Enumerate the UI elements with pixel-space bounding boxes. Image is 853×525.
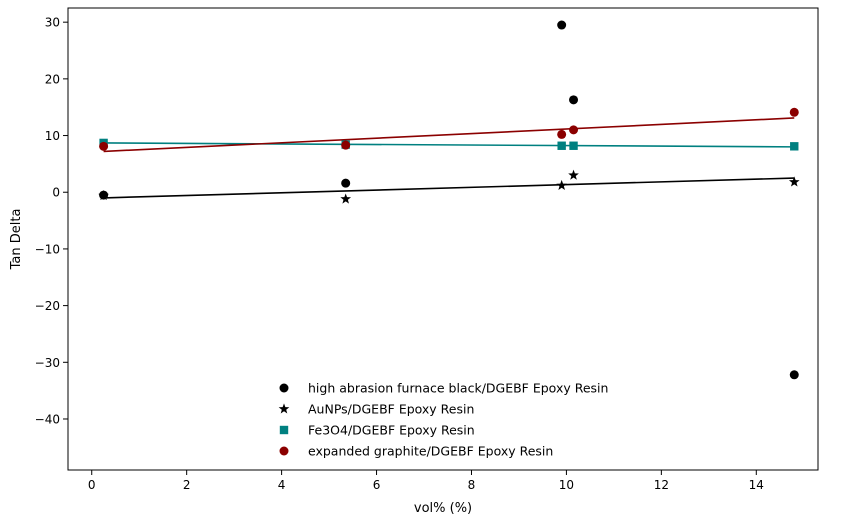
point-series-3-3: [569, 125, 579, 135]
x-tick-label: 12: [654, 478, 669, 492]
point-series-3-4: [789, 107, 799, 117]
point-series-2-4: [790, 142, 799, 151]
point-series-0-3: [569, 95, 579, 105]
legend-marker-series-3: [279, 446, 289, 456]
y-tick-label: −20: [35, 299, 60, 313]
point-series-1-1: [340, 193, 352, 204]
plot-area: [98, 20, 800, 380]
axes: 0 2 4 6 8 10 12 14 −40 −30 −20 −10 0 10 20 30: [35, 7, 819, 492]
point-series-0-1: [341, 178, 351, 188]
x-tick-label: 4: [278, 478, 286, 492]
legend-label-series-0: high abrasion furnace black/DGEBF Epoxy …: [308, 381, 608, 396]
point-series-2-2: [557, 141, 566, 150]
fit-line-series-3: [103, 117, 795, 153]
point-series-1-3: [568, 169, 579, 180]
y-axis-label: Tan Delta: [9, 209, 24, 271]
y-tick-label: −10: [35, 242, 60, 256]
x-tick-label: 10: [559, 478, 574, 492]
point-series-3-0: [99, 141, 109, 151]
fit-line-series-1: [103, 177, 795, 199]
point-series-3-1: [341, 140, 351, 150]
point-series-3-2: [557, 129, 567, 139]
x-tick-label: 8: [468, 478, 476, 492]
legend-marker-series-1: [278, 403, 290, 414]
x-tick-label: 14: [749, 478, 764, 492]
y-tick-label: 10: [45, 129, 60, 143]
legend-marker-series-2: [279, 425, 289, 435]
legend-label-series-3: expanded graphite/DGEBF Epoxy Resin: [308, 444, 553, 459]
y-tick-label: 0: [52, 186, 60, 200]
legend-label-series-2: Fe3O4/DGEBF Epoxy Resin: [308, 423, 475, 438]
y-tick-label: 20: [45, 72, 60, 86]
legend-marker-series-0: [279, 383, 289, 393]
legend: high abrasion furnace black/DGEBF Epoxy …: [278, 381, 608, 459]
fit-line-series-2: [103, 142, 795, 148]
point-series-0-2: [557, 20, 567, 30]
y-tick-label: −40: [35, 412, 60, 426]
point-series-2-3: [569, 141, 578, 150]
x-tick-label: 0: [88, 478, 96, 492]
plot-frame: [67, 7, 819, 471]
x-axis-label: vol% (%): [414, 501, 472, 516]
y-tick-label: 30: [45, 16, 60, 30]
point-series-0-4: [789, 370, 799, 380]
x-tick-label: 2: [183, 478, 191, 492]
y-tick-label: −30: [35, 356, 60, 370]
point-series-1-0: [98, 190, 109, 201]
legend-label-series-1: AuNPs/DGEBF Epoxy Resin: [308, 402, 474, 417]
point-series-1-4: [788, 176, 800, 187]
point-series-1-2: [556, 179, 567, 190]
x-tick-label: 6: [373, 478, 381, 492]
